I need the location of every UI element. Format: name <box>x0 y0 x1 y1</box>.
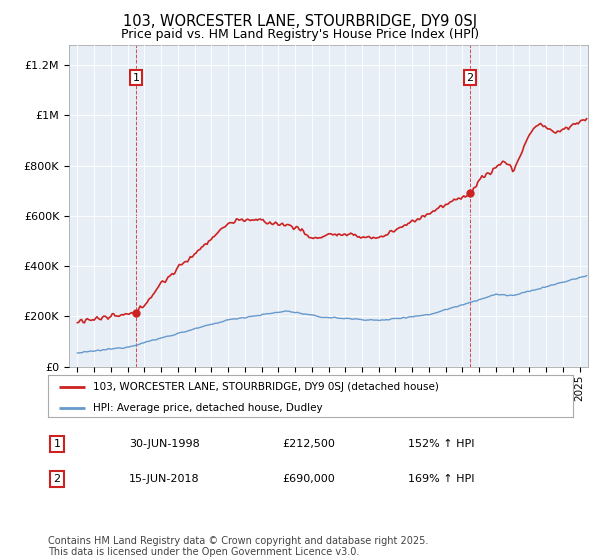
Point <box>131 309 141 318</box>
Text: £212,500: £212,500 <box>282 439 335 449</box>
Text: 1: 1 <box>133 72 139 82</box>
Text: Contains HM Land Registry data © Crown copyright and database right 2025.
This d: Contains HM Land Registry data © Crown c… <box>48 535 428 557</box>
Point <box>466 189 475 198</box>
Text: 152% ↑ HPI: 152% ↑ HPI <box>408 439 475 449</box>
Text: 30-JUN-1998: 30-JUN-1998 <box>129 439 200 449</box>
Text: 103, WORCESTER LANE, STOURBRIDGE, DY9 0SJ (detached house): 103, WORCESTER LANE, STOURBRIDGE, DY9 0S… <box>92 382 439 392</box>
Text: 1: 1 <box>53 439 61 449</box>
Text: 169% ↑ HPI: 169% ↑ HPI <box>408 474 475 484</box>
Text: Price paid vs. HM Land Registry's House Price Index (HPI): Price paid vs. HM Land Registry's House … <box>121 28 479 41</box>
Text: HPI: Average price, detached house, Dudley: HPI: Average price, detached house, Dudl… <box>92 403 322 413</box>
Text: 2: 2 <box>467 72 473 82</box>
Text: 103, WORCESTER LANE, STOURBRIDGE, DY9 0SJ: 103, WORCESTER LANE, STOURBRIDGE, DY9 0S… <box>123 14 477 29</box>
Text: 2: 2 <box>53 474 61 484</box>
Text: 15-JUN-2018: 15-JUN-2018 <box>129 474 200 484</box>
Text: £690,000: £690,000 <box>282 474 335 484</box>
